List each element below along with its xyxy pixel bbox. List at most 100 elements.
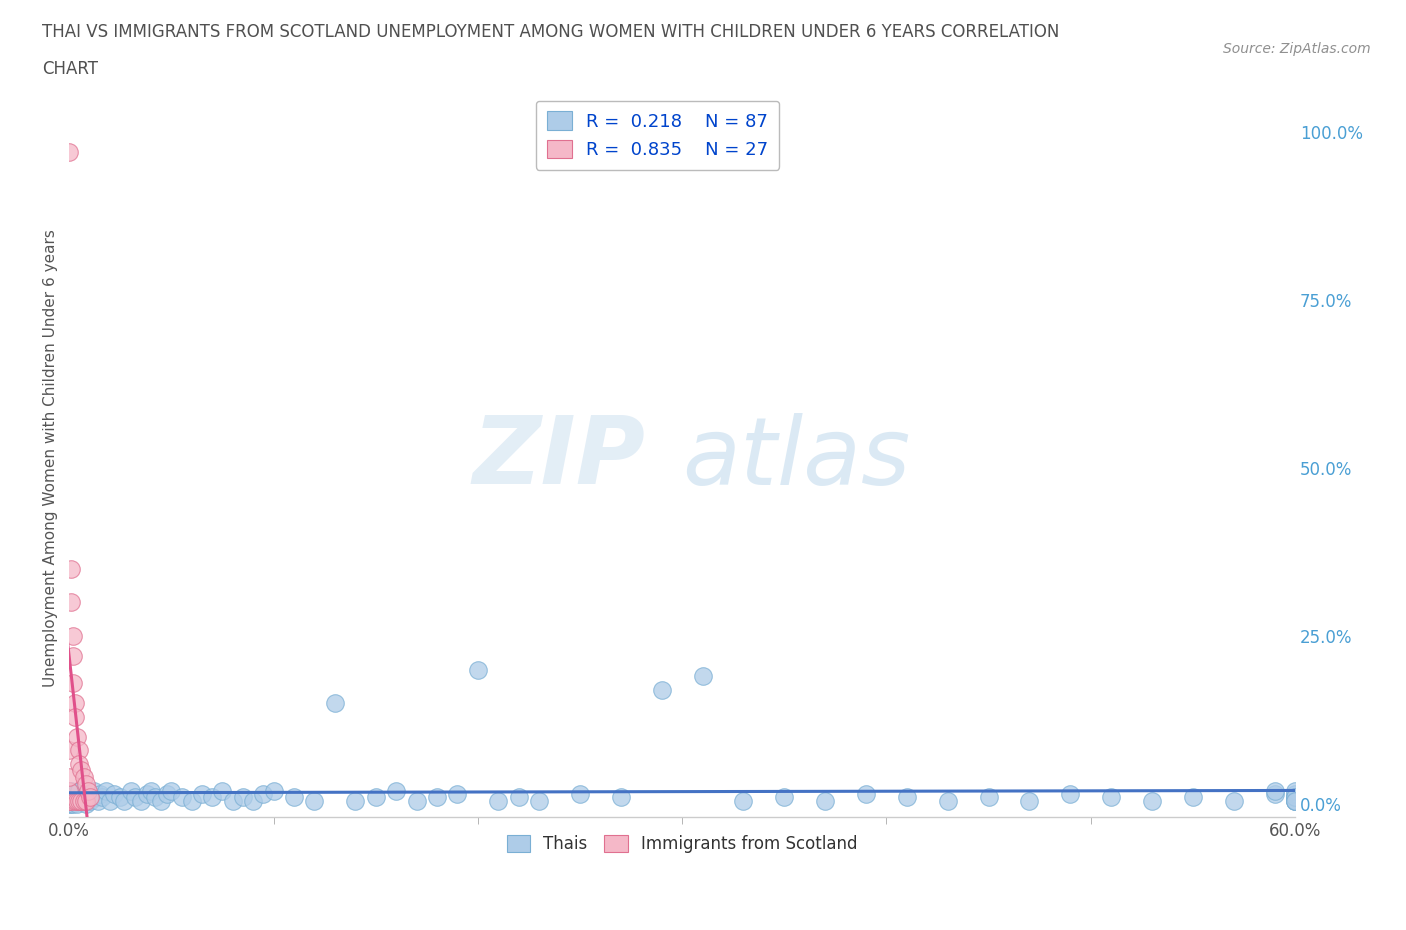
Point bbox=[211, 783, 233, 798]
Point bbox=[201, 790, 224, 804]
Point bbox=[58, 743, 80, 758]
Point bbox=[936, 793, 959, 808]
Point bbox=[72, 793, 94, 808]
Point bbox=[69, 756, 91, 771]
Point bbox=[84, 790, 107, 804]
Point bbox=[72, 770, 94, 785]
Point bbox=[90, 790, 112, 804]
Point bbox=[72, 790, 94, 804]
Point bbox=[1264, 787, 1286, 802]
Point bbox=[62, 675, 84, 690]
Point bbox=[62, 629, 84, 644]
Point bbox=[896, 790, 918, 804]
Point bbox=[79, 790, 101, 804]
Point bbox=[446, 787, 468, 802]
Point bbox=[75, 793, 97, 808]
Point bbox=[1181, 790, 1204, 804]
Point bbox=[221, 793, 243, 808]
Point bbox=[405, 793, 427, 808]
Point bbox=[1140, 793, 1163, 808]
Point bbox=[651, 683, 673, 698]
Point bbox=[385, 783, 408, 798]
Point bbox=[814, 793, 837, 808]
Point bbox=[98, 793, 121, 808]
Point bbox=[323, 696, 346, 711]
Point bbox=[103, 787, 125, 802]
Point bbox=[62, 790, 84, 804]
Point bbox=[58, 790, 80, 804]
Text: Source: ZipAtlas.com: Source: ZipAtlas.com bbox=[1223, 42, 1371, 56]
Point bbox=[1284, 793, 1306, 808]
Point bbox=[69, 793, 91, 808]
Point bbox=[75, 777, 97, 791]
Point bbox=[855, 787, 877, 802]
Point bbox=[232, 790, 254, 804]
Point bbox=[58, 145, 80, 160]
Point bbox=[66, 796, 89, 811]
Text: ZIP: ZIP bbox=[472, 412, 645, 504]
Point bbox=[70, 793, 93, 808]
Point bbox=[1099, 790, 1122, 804]
Point bbox=[1284, 793, 1306, 808]
Point bbox=[150, 793, 173, 808]
Point bbox=[527, 793, 550, 808]
Point bbox=[58, 770, 80, 785]
Point bbox=[569, 787, 592, 802]
Point bbox=[60, 783, 83, 798]
Text: atlas: atlas bbox=[682, 413, 910, 503]
Point bbox=[65, 787, 87, 802]
Point bbox=[58, 793, 80, 808]
Point bbox=[1284, 790, 1306, 804]
Point bbox=[112, 793, 135, 808]
Point bbox=[1284, 793, 1306, 808]
Point bbox=[58, 796, 80, 811]
Point bbox=[1222, 793, 1244, 808]
Point bbox=[692, 669, 714, 684]
Y-axis label: Unemployment Among Women with Children Under 6 years: Unemployment Among Women with Children U… bbox=[44, 229, 58, 687]
Point bbox=[1018, 793, 1040, 808]
Point bbox=[344, 793, 367, 808]
Point bbox=[79, 793, 101, 808]
Point bbox=[69, 783, 91, 798]
Point bbox=[89, 787, 111, 802]
Point bbox=[110, 790, 132, 804]
Point bbox=[75, 796, 97, 811]
Point bbox=[1284, 787, 1306, 802]
Point bbox=[124, 790, 146, 804]
Point bbox=[70, 763, 93, 777]
Point bbox=[304, 793, 326, 808]
Point bbox=[156, 787, 179, 802]
Point bbox=[62, 649, 84, 664]
Point bbox=[58, 783, 80, 798]
Point bbox=[426, 790, 449, 804]
Point bbox=[79, 790, 101, 804]
Point bbox=[120, 783, 142, 798]
Point bbox=[135, 787, 157, 802]
Point bbox=[252, 787, 274, 802]
Point bbox=[977, 790, 1000, 804]
Point bbox=[467, 662, 489, 677]
Point bbox=[191, 787, 214, 802]
Point bbox=[242, 793, 264, 808]
Point bbox=[69, 790, 91, 804]
Point bbox=[94, 783, 117, 798]
Point bbox=[66, 729, 89, 744]
Point bbox=[139, 783, 162, 798]
Point bbox=[60, 595, 83, 610]
Point bbox=[1284, 790, 1306, 804]
Point bbox=[87, 793, 110, 808]
Point bbox=[60, 562, 83, 577]
Point bbox=[65, 696, 87, 711]
Point bbox=[70, 793, 93, 808]
Point bbox=[143, 790, 166, 804]
Point bbox=[773, 790, 796, 804]
Point bbox=[129, 793, 152, 808]
Point bbox=[60, 796, 83, 811]
Point bbox=[180, 793, 202, 808]
Point bbox=[65, 793, 87, 808]
Point bbox=[1284, 790, 1306, 804]
Point bbox=[1264, 783, 1286, 798]
Point bbox=[60, 793, 83, 808]
Point bbox=[66, 793, 89, 808]
Point bbox=[1284, 793, 1306, 808]
